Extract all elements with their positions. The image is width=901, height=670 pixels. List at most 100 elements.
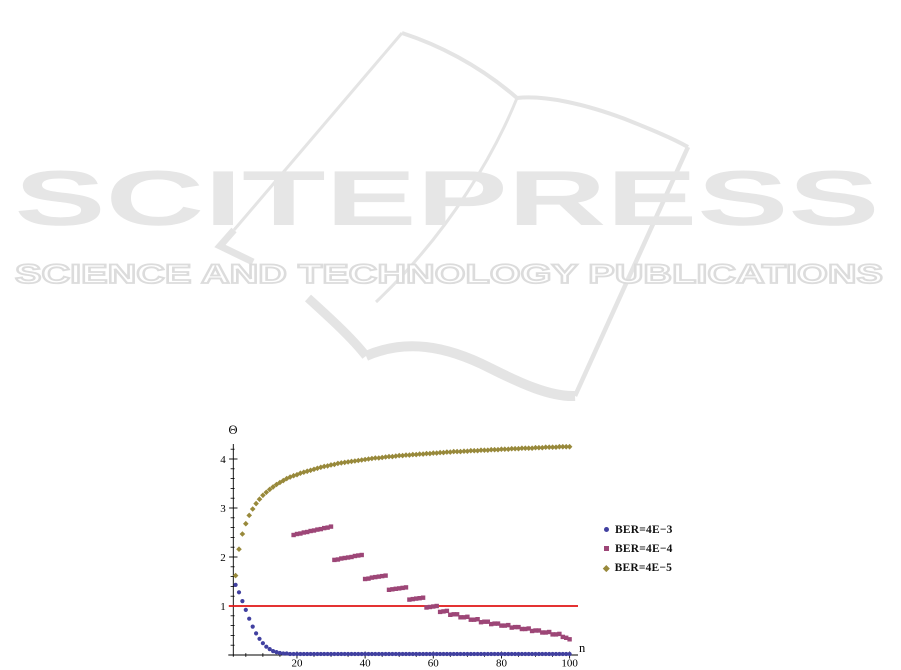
data-point-ber-4e-5	[560, 443, 566, 450]
data-point-ber-4e-4	[362, 576, 368, 582]
data-point-ber-4e-5	[328, 462, 334, 468]
data-point-ber-4e-5	[427, 450, 433, 457]
data-point-ber-4e-4	[400, 585, 405, 591]
data-point-ber-4e-5	[246, 512, 252, 519]
data-point-ber-4e-5	[430, 450, 437, 456]
data-point-ber-4e-3	[441, 651, 446, 657]
data-point-ber-4e-4	[437, 609, 443, 615]
data-point-ber-4e-4	[512, 624, 518, 630]
data-point-ber-4e-5	[536, 444, 542, 451]
y-tick-label: 2	[220, 552, 226, 564]
data-point-ber-4e-5	[502, 446, 508, 452]
x-axis-label: n	[579, 641, 586, 655]
data-point-ber-4e-4	[417, 596, 422, 601]
data-point-ber-4e-4	[393, 586, 398, 591]
data-point-ber-4e-4	[380, 573, 385, 579]
data-point-ber-4e-3	[383, 651, 388, 657]
data-point-ber-4e-4	[356, 553, 361, 558]
data-point-ber-4e-3	[438, 651, 443, 657]
data-point-ber-4e-4	[366, 576, 371, 581]
data-point-ber-4e-3	[478, 651, 484, 657]
data-point-ber-4e-4	[547, 629, 552, 635]
data-point-ber-4e-5	[256, 496, 263, 502]
data-point-ber-4e-5	[444, 449, 450, 455]
data-point-ber-4e-3	[421, 651, 426, 657]
data-point-ber-4e-5	[263, 489, 270, 496]
data-point-ber-4e-4	[397, 586, 402, 591]
data-point-ber-4e-3	[308, 651, 313, 657]
data-point-ber-4e-5	[369, 455, 375, 462]
book-right-page-top	[516, 95, 689, 149]
book-swoosh-left	[304, 294, 370, 359]
data-point-ber-4e-3	[431, 651, 436, 657]
data-point-ber-4e-5	[454, 448, 460, 455]
data-point-ber-4e-5	[413, 451, 419, 458]
data-point-ber-4e-4	[315, 527, 320, 532]
data-point-ber-4e-3	[414, 651, 419, 657]
legend-label: BER=4E−3	[615, 523, 673, 536]
data-point-ber-4e-5	[478, 447, 484, 453]
data-point-ber-4e-5	[399, 452, 406, 459]
data-point-ber-4e-3	[400, 651, 405, 657]
data-point-ber-4e-5	[553, 444, 559, 450]
data-point-ber-4e-4	[454, 612, 460, 617]
data-point-ber-4e-3	[250, 624, 255, 629]
legend-item-ber-4e-4: BER=4E−4	[601, 539, 673, 558]
data-point-ber-4e-4	[298, 531, 303, 536]
data-point-ber-4e-4	[550, 632, 555, 637]
data-point-ber-4e-5	[556, 443, 563, 450]
data-point-ber-4e-5	[304, 468, 310, 475]
data-point-ber-4e-3	[451, 651, 456, 657]
data-point-ber-4e-3	[369, 651, 374, 657]
data-point-ber-4e-4	[461, 615, 467, 620]
data-point-ber-4e-4	[434, 603, 439, 609]
data-point-ber-4e-4	[543, 630, 548, 635]
data-point-ber-4e-5	[283, 475, 290, 482]
data-point-ber-4e-5	[481, 447, 488, 453]
x-tick-label: 20	[291, 658, 303, 670]
data-point-ber-4e-3	[407, 651, 412, 657]
data-point-ber-4e-4	[492, 621, 497, 626]
data-point-ber-4e-4	[349, 554, 354, 560]
data-point-ber-4e-5	[471, 447, 477, 454]
data-point-ber-4e-4	[407, 597, 412, 602]
data-point-ber-4e-5	[406, 452, 413, 458]
data-point-ber-4e-4	[499, 623, 504, 628]
data-point-ber-4e-4	[475, 617, 480, 622]
data-point-ber-4e-4	[448, 612, 453, 617]
data-point-ber-4e-5	[331, 461, 338, 468]
data-point-ber-4e-3	[254, 631, 259, 636]
data-point-ber-4e-3	[499, 651, 504, 657]
data-point-ber-4e-3	[540, 651, 545, 657]
data-point-ber-4e-3	[359, 651, 364, 657]
data-point-ber-4e-3	[550, 651, 555, 657]
data-point-ber-4e-5	[542, 444, 549, 450]
data-point-ber-4e-4	[359, 552, 364, 558]
data-point-ber-4e-4	[485, 619, 490, 624]
data-point-ber-4e-5	[321, 463, 327, 470]
data-point-ber-4e-5	[389, 453, 396, 460]
data-point-ber-4e-3	[523, 651, 528, 657]
data-point-ber-4e-3	[339, 651, 344, 657]
data-point-ber-4e-5	[341, 459, 348, 466]
data-point-ber-4e-4	[567, 637, 572, 642]
data-point-ber-4e-4	[305, 529, 310, 535]
data-point-ber-4e-5	[358, 457, 365, 463]
data-point-ber-4e-3	[277, 650, 282, 656]
data-point-ber-4e-4	[482, 619, 487, 624]
legend-item-ber-4e-5: BER=4E−5	[601, 559, 673, 578]
data-point-ber-4e-5	[253, 500, 259, 507]
book-left-page-top	[401, 31, 519, 100]
data-point-ber-4e-3	[301, 651, 306, 657]
data-point-ber-4e-4	[301, 530, 306, 535]
data-point-ber-4e-4	[553, 632, 559, 637]
data-point-ber-4e-4	[335, 557, 341, 562]
data-point-ber-4e-5	[396, 452, 402, 459]
data-point-ber-4e-4	[325, 525, 330, 530]
data-point-ber-4e-4	[489, 621, 494, 627]
data-point-ber-4e-4	[328, 524, 334, 529]
data-point-ber-4e-3	[492, 651, 497, 657]
data-point-ber-4e-5	[372, 455, 379, 461]
